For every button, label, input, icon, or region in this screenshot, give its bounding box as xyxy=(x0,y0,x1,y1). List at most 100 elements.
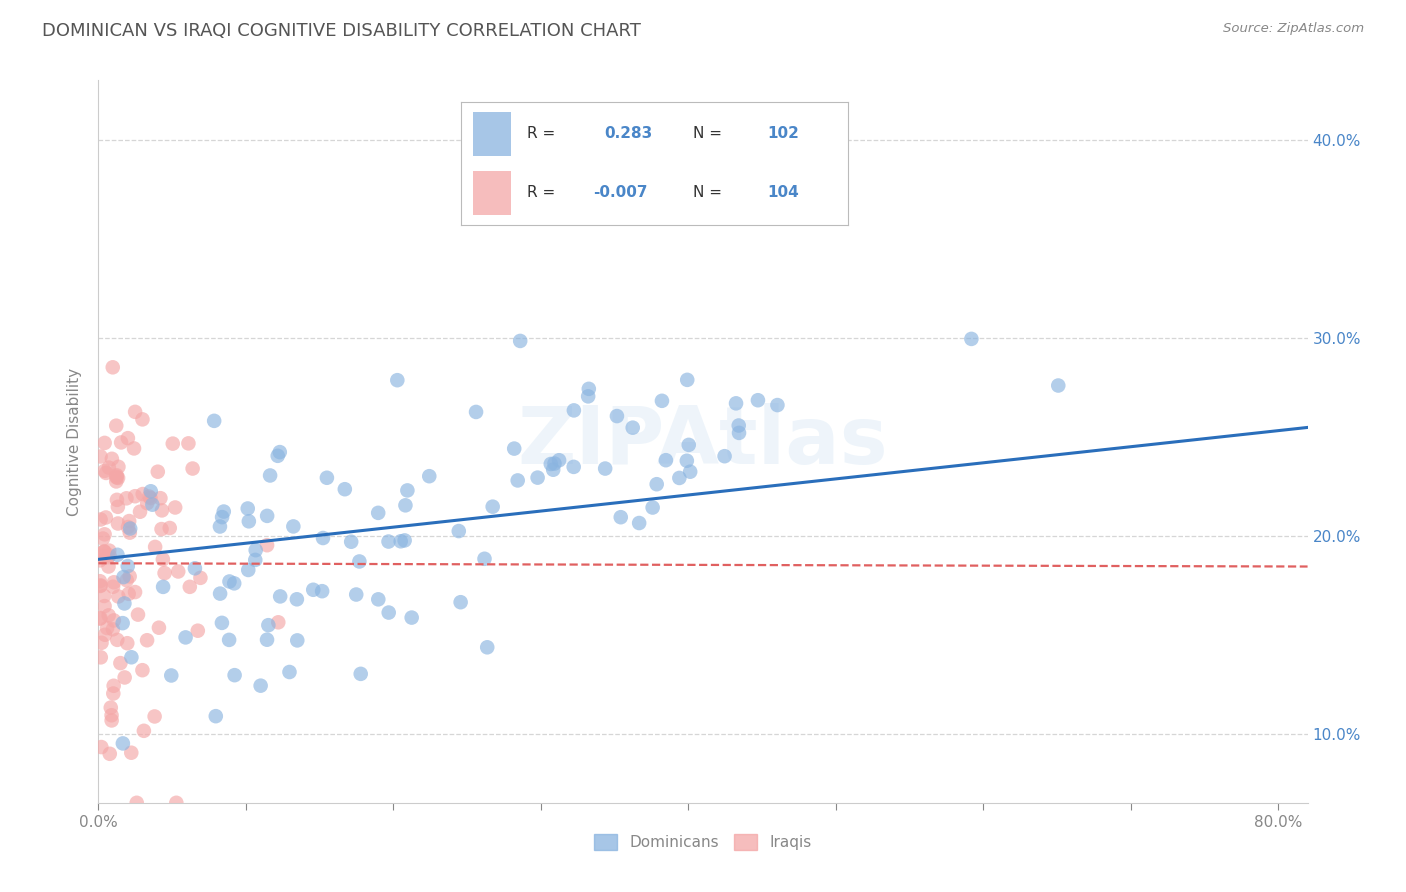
Point xyxy=(181,461,204,475)
Point xyxy=(93,545,115,559)
Point xyxy=(117,431,139,445)
Point xyxy=(125,796,148,810)
Point xyxy=(101,451,124,466)
Point xyxy=(238,514,260,528)
Point xyxy=(90,636,112,650)
Point xyxy=(110,656,132,670)
Point xyxy=(89,611,111,625)
Point xyxy=(100,714,122,728)
Point xyxy=(256,538,278,552)
Point xyxy=(621,420,644,434)
Point xyxy=(645,477,668,491)
Point xyxy=(111,616,134,631)
Point xyxy=(96,621,118,635)
Point xyxy=(509,334,531,348)
Point xyxy=(267,615,290,630)
Point xyxy=(676,454,699,468)
Point xyxy=(160,668,183,682)
Point xyxy=(124,585,146,599)
Point xyxy=(679,465,702,479)
Point xyxy=(344,588,367,602)
Text: ZIPAtlas: ZIPAtlas xyxy=(517,402,889,481)
Point xyxy=(117,636,139,650)
Point xyxy=(256,632,278,647)
Point xyxy=(124,489,146,503)
Point xyxy=(606,409,628,423)
Point xyxy=(541,463,564,477)
Point xyxy=(312,531,335,545)
Point xyxy=(316,471,339,485)
Point xyxy=(269,590,291,604)
Point xyxy=(90,549,112,563)
Point xyxy=(396,483,419,498)
Point xyxy=(474,551,496,566)
Point xyxy=(105,632,128,647)
Point xyxy=(94,628,117,642)
Point xyxy=(724,396,747,410)
Point xyxy=(678,438,700,452)
Point xyxy=(548,453,571,467)
Point xyxy=(136,496,159,510)
Point xyxy=(139,484,162,499)
Point xyxy=(94,466,117,480)
Point xyxy=(90,740,112,755)
Point xyxy=(401,610,423,624)
Point xyxy=(333,482,356,496)
Point xyxy=(713,449,735,463)
Point xyxy=(387,373,409,387)
Point xyxy=(93,545,115,559)
Point xyxy=(101,623,124,637)
Point xyxy=(105,468,128,483)
Point xyxy=(367,592,389,607)
Point xyxy=(107,471,129,485)
Point xyxy=(127,607,149,622)
Point xyxy=(593,461,616,475)
Point xyxy=(655,453,678,467)
Point xyxy=(112,597,135,611)
Point xyxy=(120,522,142,536)
Point xyxy=(117,520,139,534)
Point xyxy=(120,650,142,665)
Point xyxy=(101,580,124,594)
Point xyxy=(526,470,548,484)
Point xyxy=(267,449,290,463)
Point xyxy=(152,552,174,566)
Point xyxy=(93,436,115,450)
Point xyxy=(245,543,267,558)
Point xyxy=(148,621,170,635)
Point xyxy=(124,405,146,419)
Point xyxy=(249,679,271,693)
Point xyxy=(238,563,260,577)
Point xyxy=(418,469,440,483)
Point xyxy=(394,533,416,548)
Point xyxy=(89,574,111,589)
Point xyxy=(576,389,599,403)
Point xyxy=(150,522,173,536)
Point xyxy=(245,553,267,567)
Point xyxy=(105,418,128,433)
Point xyxy=(118,514,141,528)
Point xyxy=(101,360,124,375)
Point xyxy=(350,666,373,681)
Point xyxy=(105,470,128,484)
Point xyxy=(174,631,197,645)
Point xyxy=(184,561,207,575)
Point xyxy=(110,435,132,450)
Point xyxy=(103,575,125,590)
Point xyxy=(218,574,240,589)
Point xyxy=(136,633,159,648)
Point xyxy=(367,506,389,520)
Text: DOMINICAN VS IRAQI COGNITIVE DISABILITY CORRELATION CHART: DOMINICAN VS IRAQI COGNITIVE DISABILITY … xyxy=(42,22,641,40)
Point xyxy=(132,723,155,738)
Point xyxy=(211,510,233,524)
Point xyxy=(146,465,169,479)
Point xyxy=(540,457,562,471)
Point xyxy=(481,500,503,514)
Point xyxy=(202,414,225,428)
Point xyxy=(149,491,172,505)
Point xyxy=(90,578,112,592)
Legend: Dominicans, Iraqis: Dominicans, Iraqis xyxy=(588,829,818,856)
Point xyxy=(131,663,153,677)
Point xyxy=(165,500,187,515)
Point xyxy=(543,457,565,471)
